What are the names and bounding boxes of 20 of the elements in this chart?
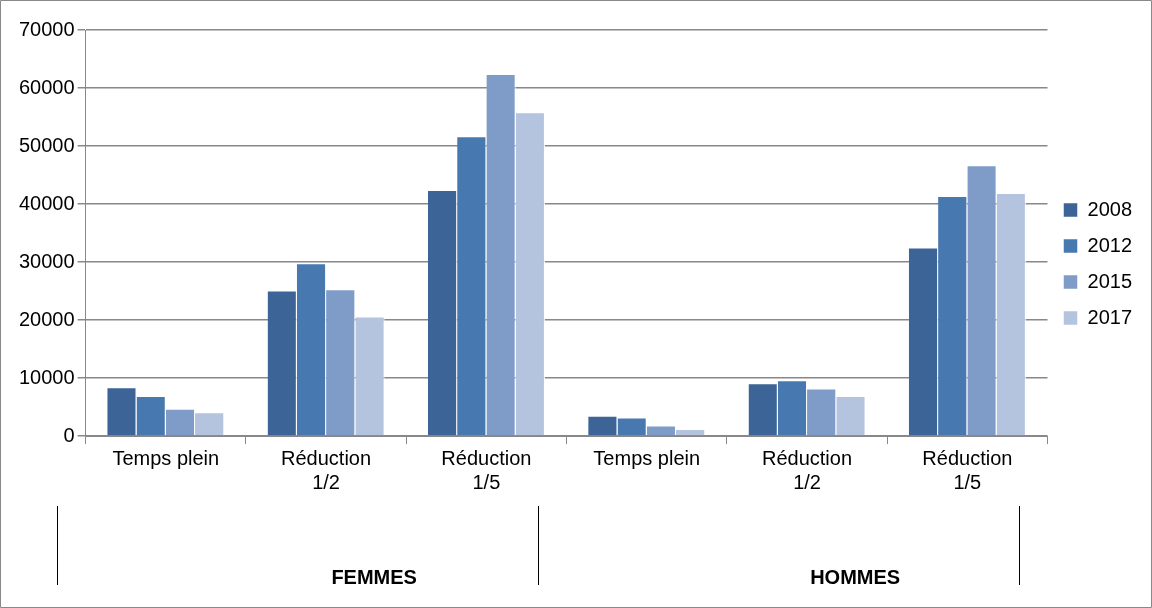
y-tick-label: 40000 — [18, 191, 75, 214]
y-tick-label: 30000 — [18, 249, 75, 272]
y-tick-label: 50000 — [18, 133, 75, 156]
y-tick-label: 60000 — [18, 75, 75, 98]
legend-label: 2015 — [1087, 269, 1133, 292]
y-tick-label: 10000 — [18, 365, 75, 388]
legend-label: 2008 — [1087, 197, 1133, 220]
x-tick-label: Réduction 1/2 — [762, 446, 853, 493]
text: FEMMES — [331, 565, 417, 588]
legend-label: 2012 — [1087, 233, 1133, 256]
y-tick-label: 70000 — [18, 17, 75, 40]
y-tick-label: 0 — [63, 423, 75, 446]
legend-label: 2017 — [1087, 305, 1133, 328]
x-tick-label: Réduction 1/5 — [441, 446, 532, 493]
text: HOMMES — [810, 565, 901, 588]
x-tick-label: Temps plein — [593, 446, 701, 469]
x-tick-label: Temps plein — [112, 446, 220, 469]
x-tick-label: Réduction 1/2 — [281, 446, 372, 493]
y-tick-label: 20000 — [18, 307, 75, 330]
x-tick-label: Réduction 1/5 — [922, 446, 1013, 493]
